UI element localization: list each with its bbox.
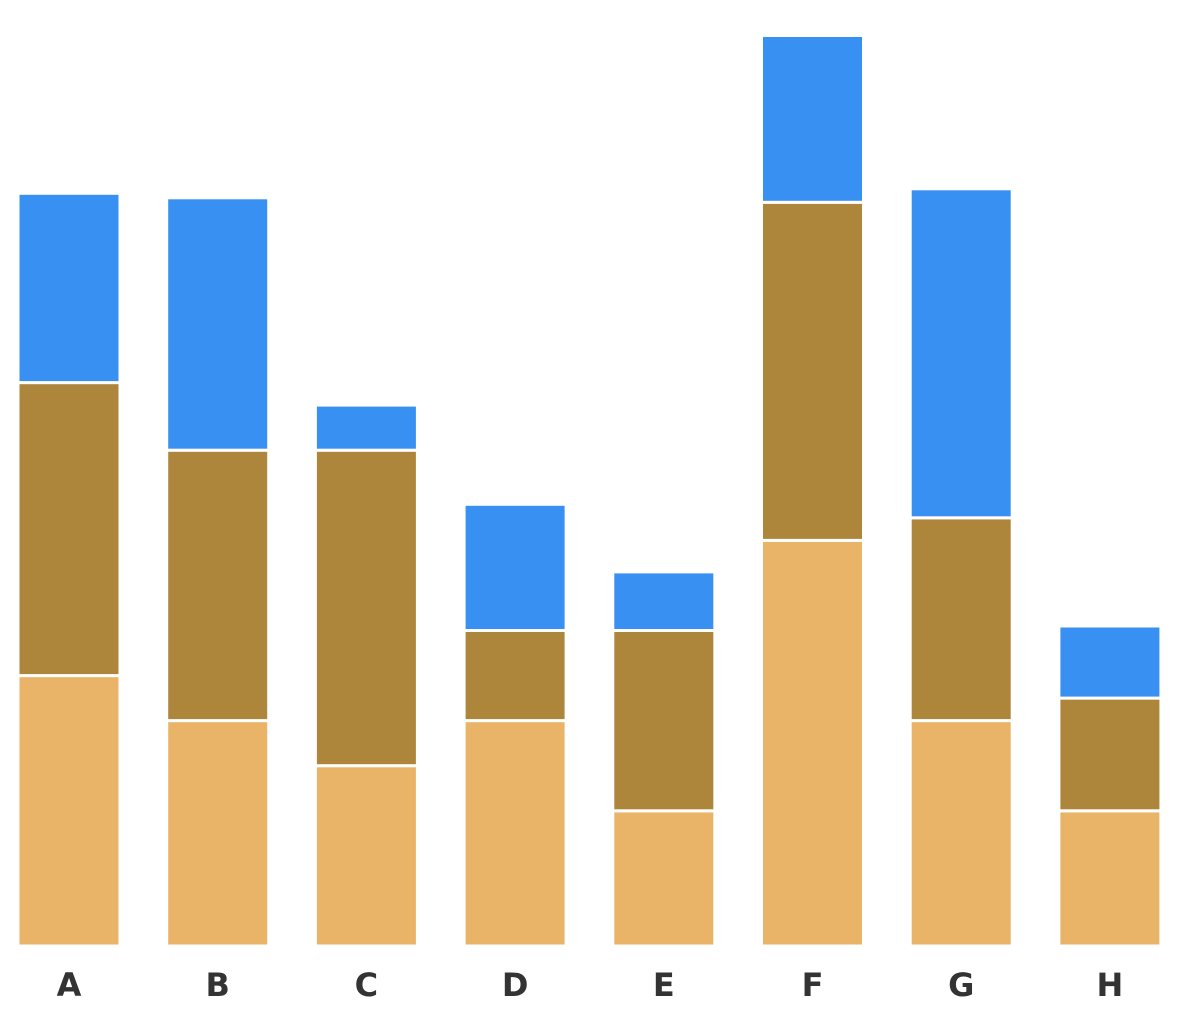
- bars-layer: [16, 34, 1163, 948]
- bar-segment-f-1: [760, 200, 865, 542]
- bar-segment-f-2: [760, 34, 865, 204]
- x-tick-label: H: [1097, 966, 1124, 1004]
- category-labels: A B C D E F G H: [57, 966, 1124, 1004]
- bar-segment-g-2: [908, 187, 1014, 520]
- x-tick-label: B: [206, 966, 230, 1004]
- bar-segment-g-0: [908, 719, 1014, 948]
- x-tick-label: C: [355, 966, 378, 1004]
- bar-segment-a-0: [16, 674, 122, 948]
- bar-segment-d-0: [462, 719, 568, 948]
- bar-segment-a-1: [16, 381, 122, 678]
- x-tick-label: A: [57, 966, 82, 1004]
- x-tick-label: G: [948, 966, 974, 1004]
- x-tick-label: E: [653, 966, 675, 1004]
- bar-segment-g-1: [908, 516, 1014, 723]
- bar-segment-h-2: [1057, 624, 1163, 700]
- x-tick-label: D: [502, 966, 529, 1004]
- bar-segment-b-1: [165, 448, 271, 723]
- bar-segment-d-2: [462, 502, 568, 632]
- bar-segment-h-0: [1057, 809, 1163, 948]
- bar-segment-c-1: [313, 448, 419, 768]
- x-tick-label: F: [802, 966, 824, 1004]
- bar-segment-f-0: [760, 538, 865, 948]
- bar-segment-e-0: [611, 809, 717, 948]
- bar-segment-a-2: [16, 191, 122, 385]
- bar-segment-e-2: [611, 570, 717, 633]
- bar-segment-c-2: [313, 403, 419, 452]
- bar-segment-d-1: [462, 629, 568, 723]
- bar-segment-e-1: [611, 629, 717, 813]
- bar-segment-b-2: [165, 196, 271, 452]
- bar-segment-h-1: [1057, 696, 1163, 813]
- bar-segment-c-0: [313, 764, 419, 948]
- bar-segment-b-0: [165, 719, 271, 948]
